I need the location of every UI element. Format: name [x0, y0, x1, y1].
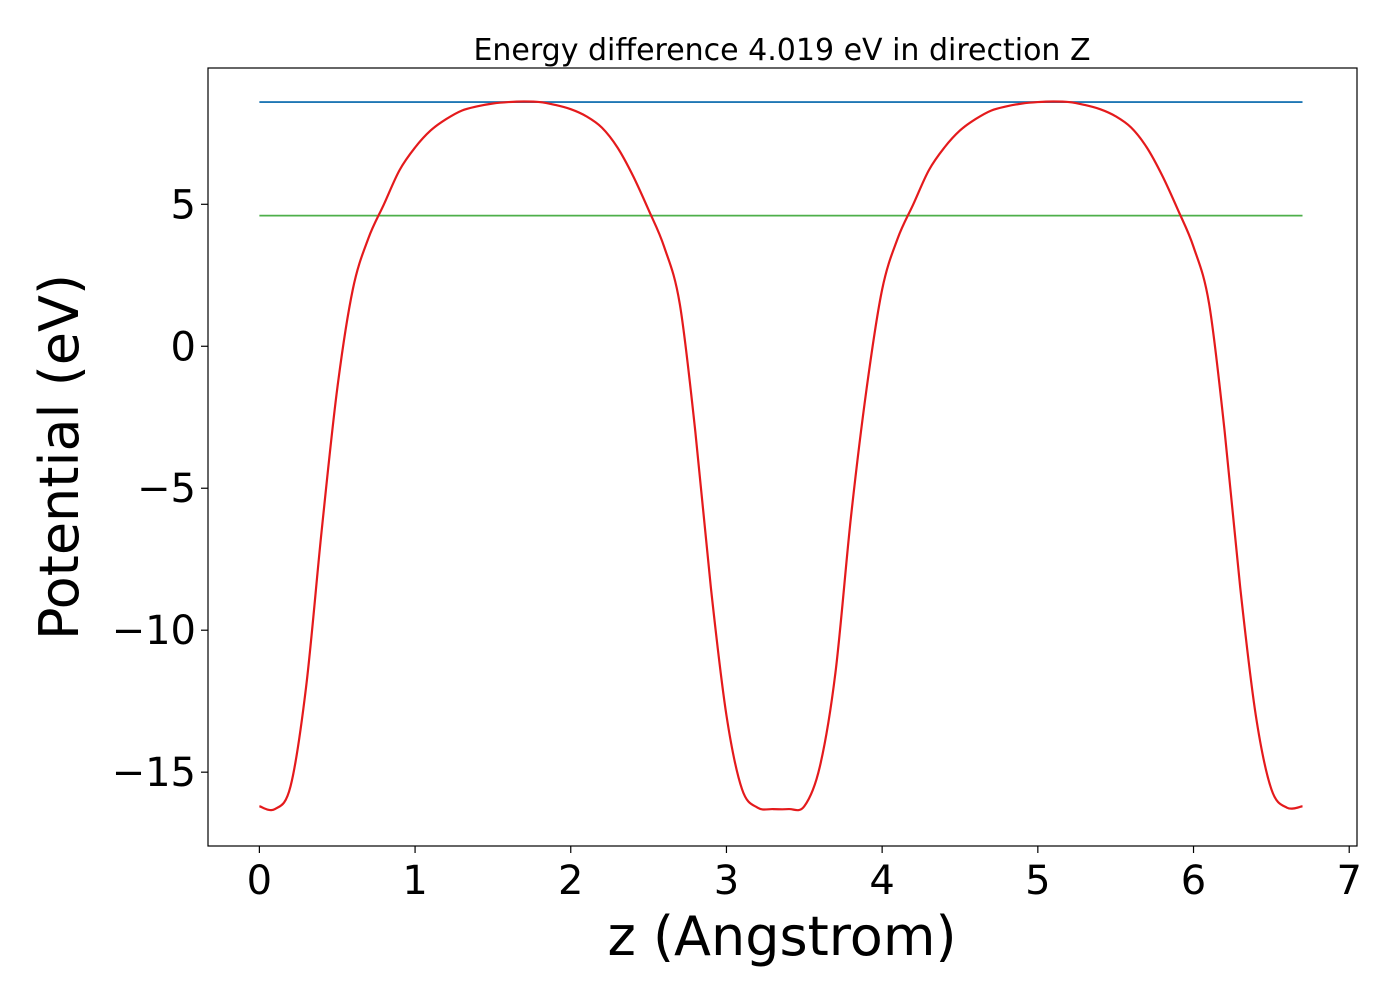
- chart-title: Energy difference 4.019 eV in direction …: [473, 33, 1090, 68]
- y-axis-ticks: −15 −10 −5 0 5: [112, 182, 208, 796]
- y-tick-label: −15: [112, 750, 196, 796]
- y-tick-label: −10: [112, 608, 196, 654]
- series-layer: [259, 100, 1303, 812]
- series-line-0: [259, 100, 1303, 812]
- x-tick-label: 1: [402, 858, 427, 904]
- x-tick-label: 7: [1336, 858, 1361, 904]
- x-axis-label: z (Angstrom): [607, 905, 956, 968]
- y-axis-label: Potential (eV): [28, 274, 91, 640]
- x-tick-label: 6: [1181, 858, 1206, 904]
- x-tick-label: 2: [558, 858, 583, 904]
- x-tick-label: 4: [869, 858, 894, 904]
- plot-frame: [207, 67, 1358, 847]
- x-tick-label: 5: [1025, 858, 1050, 904]
- x-axis-ticks: 0 1 2 3 4 5 6 7: [247, 846, 1362, 904]
- x-tick-label: 3: [714, 858, 739, 904]
- y-tick-label: −5: [137, 466, 196, 512]
- x-tick-label: 0: [247, 858, 272, 904]
- y-tick-label: 5: [171, 182, 196, 228]
- plot-area: [207, 67, 1358, 847]
- y-tick-label: 0: [171, 324, 196, 370]
